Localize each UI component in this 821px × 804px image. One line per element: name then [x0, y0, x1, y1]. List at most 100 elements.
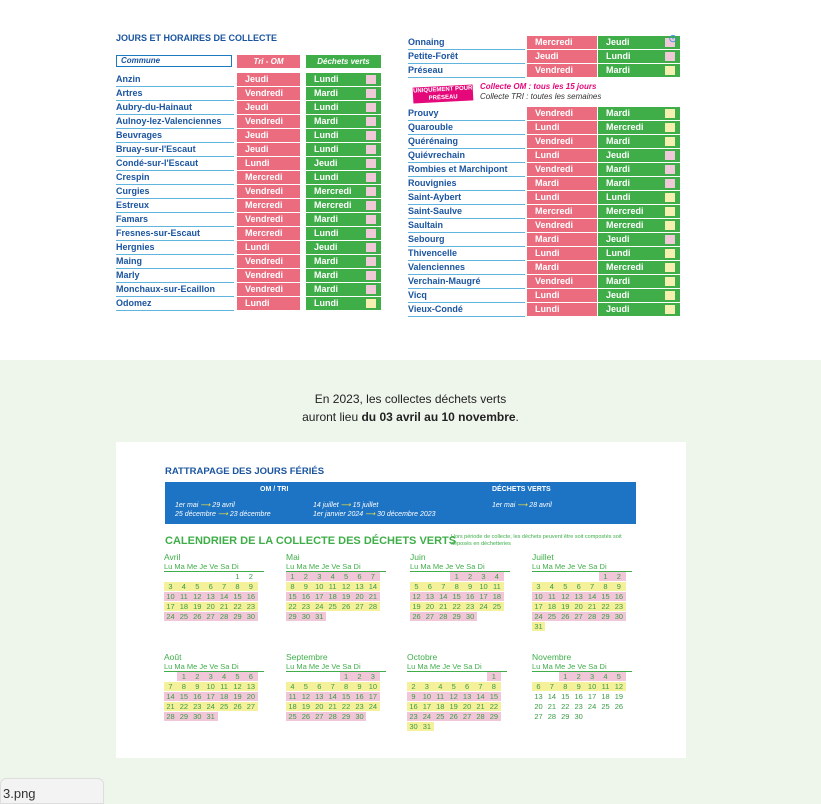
week-row: 19 20 21 22 23 24 25 [410, 602, 510, 612]
om-day: Jeudi [237, 143, 300, 156]
om-day: Lundi [237, 157, 300, 170]
day-cell: 2 [468, 572, 473, 581]
commune-name: Hergnies [116, 241, 234, 255]
commune-name: Sebourg [408, 233, 525, 247]
color-swatch [366, 103, 376, 112]
day-cell: 14 [439, 592, 448, 601]
color-swatch [665, 179, 675, 188]
day-cell: 9 [411, 692, 416, 701]
view-icon[interactable]: ⊙ [668, 33, 678, 45]
day-cell: 9 [248, 582, 253, 591]
day-cell: 20 [462, 702, 472, 711]
om-day: Vendredi [237, 255, 300, 268]
day-cell: 27 [246, 702, 256, 711]
day-cell: 7 [590, 582, 595, 591]
day-cell: 15 [233, 592, 242, 601]
day-cell: 7 [478, 682, 483, 691]
week-row: 18 19 20 21 22 23 24 [286, 702, 386, 712]
file-tab[interactable]: 3.png [0, 778, 104, 804]
week-highlight [164, 582, 258, 591]
om-day: Mercredi [237, 227, 300, 240]
week-highlight [164, 702, 258, 711]
dv-day-label: Mercredi [314, 200, 352, 210]
month-6: Octobre Lu Ma Me Je Ve Sa Di 1 2 3 4 5 6 7 8 9 10 11… [407, 652, 507, 732]
day-cell: 1 [235, 572, 240, 581]
week-highlight [410, 602, 504, 611]
day-cell: 31 [206, 712, 215, 721]
dv-day: Jeudi [598, 303, 680, 316]
day-cell: 7 [168, 682, 173, 691]
day-cell: 21 [368, 592, 378, 601]
day-cell: 14 [547, 692, 557, 701]
week-row: 5 6 7 8 9 10 11 [410, 582, 510, 592]
commune-name: Anzin [116, 73, 234, 87]
day-cell: 7 [370, 572, 375, 581]
commune-name: Fresnes-sur-Escaut [116, 227, 234, 241]
color-swatch [366, 257, 376, 266]
dv-day-label: Mardi [314, 214, 339, 224]
day-cell: 14 [219, 592, 229, 601]
day-cell: 19 [341, 592, 351, 601]
color-swatch [366, 243, 376, 252]
day-cell: 21 [328, 702, 337, 711]
day-cell: 6 [576, 582, 581, 591]
day-cell: 25 [179, 612, 189, 621]
week-row: 22 23 24 25 26 27 28 [286, 602, 386, 612]
om-day: Lundi [527, 121, 597, 134]
color-swatch [665, 193, 675, 202]
week-highlight [286, 602, 380, 611]
day-cell: 15 [601, 592, 610, 601]
day-cell: 12 [193, 592, 202, 601]
day-cell: 25 [547, 612, 557, 621]
dv-day-label: Mardi [606, 65, 631, 75]
om-day: Mardi [527, 261, 597, 274]
commune-name: Petite-Forêt [408, 50, 525, 64]
day-cell: 8 [290, 582, 295, 591]
commune-row: Saint-Aybert Lundi Lundi [408, 191, 680, 205]
day-cell: 25 [219, 702, 229, 711]
note-om: Collecte OM : tous les 15 jours [480, 82, 597, 91]
color-swatch [665, 305, 675, 314]
day-cell: 9 [616, 582, 621, 591]
schedule-panel [0, 0, 821, 360]
dv-day: Jeudi [306, 157, 381, 170]
commune-row: Rombies et Marchipont Vendredi Mardi [408, 163, 680, 177]
day-cell: 1 [181, 672, 186, 681]
day-cell: 4 [438, 682, 443, 691]
week-highlight [286, 582, 380, 591]
week-row: 14 15 16 17 18 19 20 [164, 692, 264, 702]
day-cell: 21 [547, 702, 557, 711]
preseau-badge: UNIQUEMENT POUR PRÉSEAU [412, 84, 474, 104]
month-name: Septembre [286, 652, 328, 662]
day-cell: 24 [479, 602, 488, 611]
color-swatch [366, 285, 376, 294]
dv-day-label: Mardi [314, 270, 339, 280]
commune-name: Quérénaing [408, 135, 525, 149]
week-row: 7 8 9 10 11 12 13 [164, 682, 264, 692]
day-cell: 15 [288, 592, 297, 601]
day-cell: 16 [409, 702, 418, 711]
week-highlight [164, 602, 258, 611]
commune-name: Aulnoy-lez-Valenciennes [116, 115, 234, 129]
commune-row: Fresnes-sur-Escaut Mercredi Lundi [116, 227, 381, 241]
om-day: Vendredi [527, 135, 597, 148]
commune-row: Petite-Forêt Jeudi Lundi [408, 50, 680, 64]
week-row: 25 26 27 28 29 30 [286, 712, 386, 722]
dv-day: Mardi [306, 213, 381, 226]
dv-day-label: Mardi [606, 164, 631, 174]
dv-day-label: Lundi [314, 172, 339, 182]
week-highlight [532, 602, 626, 611]
intro-line-2: auront lieu du 03 avril au 10 novembre. [302, 410, 519, 424]
day-cell: 1 [344, 672, 349, 681]
note-tri: Collecte TRI : toutes les semaines [480, 92, 602, 101]
day-cell: 6 [208, 582, 213, 591]
commune-row: Hergnies Lundi Jeudi [116, 241, 381, 255]
color-swatch [665, 109, 675, 118]
day-cell: 31 [315, 612, 324, 621]
commune-name: Saint-Saulve [408, 205, 525, 219]
day-cell: 22 [561, 702, 570, 711]
dv-day-label: Mardi [314, 284, 339, 294]
day-cell: 22 [233, 602, 242, 611]
